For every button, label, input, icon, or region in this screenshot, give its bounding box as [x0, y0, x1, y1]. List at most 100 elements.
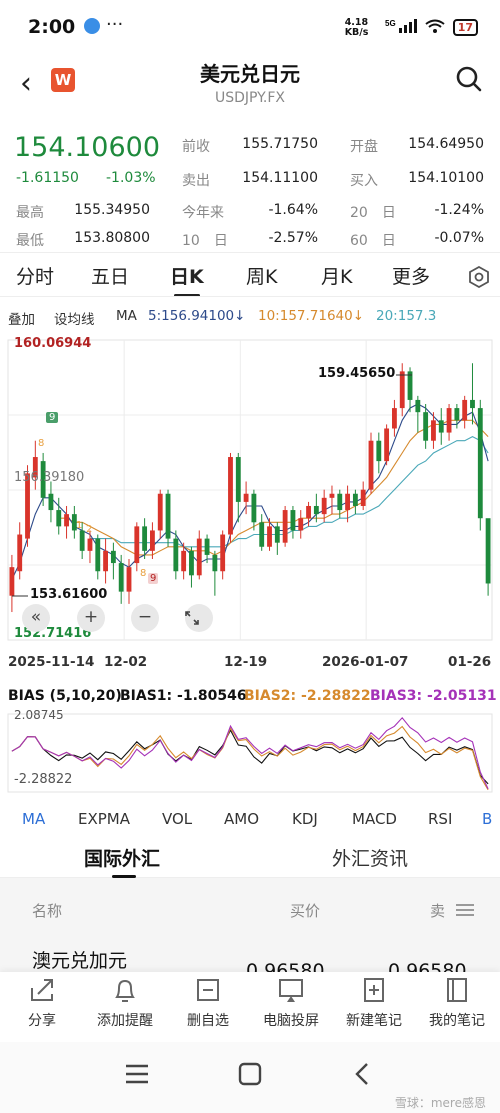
indicator-amo[interactable]: AMO — [224, 810, 260, 828]
screen-cast-button[interactable]: 电脑投屏 — [251, 976, 331, 1030]
col-buy-header: 买价 — [290, 902, 321, 920]
60d-value: -0.07% — [434, 230, 484, 246]
zoom-out-button[interactable]: − — [131, 604, 159, 632]
sell-label: 卖出 — [182, 173, 210, 189]
indicator-rsi[interactable]: RSI — [428, 810, 453, 828]
divider — [0, 296, 500, 297]
fullscreen-button[interactable] — [185, 604, 213, 632]
tab-intraday[interactable]: 分时 — [16, 266, 55, 288]
tab-five-day[interactable]: 五日 — [91, 266, 130, 288]
status-bar: 2:00 ··· 4.18 KB/s 5G 17 — [0, 0, 500, 56]
candle-body — [79, 530, 85, 551]
remove-watchlist-button[interactable]: 删自选 — [168, 976, 248, 1030]
screen-cast-icon — [279, 979, 303, 1002]
candle-body — [103, 550, 109, 572]
indicator-macd[interactable]: MACD — [352, 810, 397, 828]
candle-body — [71, 514, 77, 531]
share-icon — [31, 979, 53, 1001]
candle-body — [454, 408, 460, 421]
indicator-ma[interactable]: MA — [22, 810, 46, 828]
zoom-in-button[interactable]: + — [77, 604, 105, 632]
app-notification-icon — [84, 18, 100, 34]
indicator-boll[interactable]: B — [482, 810, 493, 828]
period-tabs: 分时 五日 日K 周K 月K 更多 — [0, 256, 500, 297]
candle-body — [32, 457, 38, 478]
overlay-button[interactable]: 叠加 — [8, 312, 35, 328]
20d-value: -1.24% — [434, 202, 484, 218]
candle-body — [462, 399, 468, 421]
candle-body — [17, 534, 23, 572]
indicator-tabs: MA EXPMA VOL AMO KDJ MACD RSI B — [0, 806, 500, 832]
new-note-button[interactable]: 新建笔记 — [334, 976, 414, 1030]
candle-body — [25, 473, 30, 539]
my-notes-button[interactable]: 我的笔记 — [417, 976, 497, 1030]
symbol-code: USDJPY.FX — [215, 90, 285, 106]
candle-body — [212, 554, 218, 572]
screen-cast-label: 电脑投屏 — [263, 1013, 319, 1029]
candlestick-chart[interactable]: 160.06944 152.71416 156.39180 159.45650 … — [0, 330, 500, 675]
new-note-icon — [364, 978, 384, 1002]
back-icon[interactable] — [354, 1062, 370, 1086]
home-icon[interactable] — [238, 1062, 262, 1086]
td-marker: 8 — [38, 438, 45, 449]
scroll-left-button[interactable]: « — [22, 604, 50, 632]
back-arrow-icon[interactable]: ‹ — [20, 66, 32, 101]
bias-frame — [7, 713, 493, 793]
system-nav-bar: 雪球：mere感恩 — [0, 1042, 500, 1113]
notebook-icon — [447, 978, 467, 1002]
menu-icon[interactable] — [126, 1064, 148, 1084]
candle-body — [142, 526, 148, 551]
low-value: 153.80800 — [74, 230, 150, 246]
candle-body — [64, 514, 69, 527]
indicator-vol[interactable]: VOL — [162, 810, 193, 828]
ma-legend: 叠加 设均线 MA 5:156.94100↓ 10:157.71640↓ 20:… — [0, 304, 500, 328]
list-menu-icon[interactable] — [456, 904, 474, 916]
signal-icon: 5G — [385, 19, 417, 36]
td-marker: 9 — [148, 573, 159, 584]
low-annotation: 153.61600 — [30, 587, 108, 602]
app-logo: W — [51, 68, 75, 92]
candle-body — [376, 440, 382, 462]
share-button[interactable]: 分享 — [2, 976, 82, 1030]
network-speed: 4.18 KB/s — [344, 17, 369, 38]
add-alert-button[interactable]: 添加提醒 — [85, 976, 165, 1030]
candle-body — [446, 408, 452, 433]
indicator-kdj[interactable]: KDJ — [292, 810, 318, 828]
candle-body — [157, 493, 163, 531]
bias-top-label: 2.08745 — [14, 708, 64, 722]
candle-body — [290, 510, 296, 531]
col-sell-header: 卖 — [430, 902, 446, 920]
remove-watchlist-label: 删自选 — [187, 1013, 229, 1029]
candle-body — [40, 461, 46, 498]
watermark: 雪球：mere感恩 — [394, 1096, 486, 1110]
tab-more[interactable]: 更多 — [392, 266, 431, 288]
candle-body — [345, 493, 351, 511]
candle-body — [282, 510, 288, 543]
settings-icon[interactable] — [468, 266, 490, 288]
search-icon[interactable] — [456, 66, 482, 92]
candle-body — [118, 563, 124, 592]
tab-intl-forex[interactable]: 国际外汇 — [84, 844, 160, 878]
tab-monthly-k[interactable]: 月K — [321, 266, 353, 288]
date-label: 12-19 — [224, 654, 268, 670]
candle-body — [321, 497, 327, 515]
candle-body — [267, 526, 272, 547]
indicator-expma[interactable]: EXPMA — [78, 810, 131, 828]
divider — [0, 252, 500, 253]
candle-body — [173, 538, 179, 572]
ytd-label: 今年来 — [182, 205, 224, 221]
prev-close-label: 前收 — [182, 139, 210, 155]
candle-body — [313, 505, 319, 515]
bias-chart[interactable]: 2.08745 -2.28822 — [0, 706, 500, 798]
candlestick-plot — [7, 339, 493, 641]
tab-weekly-k[interactable]: 周K — [246, 266, 278, 288]
candle-body — [423, 412, 429, 441]
tab-forex-news[interactable]: 外汇资讯 — [332, 848, 409, 870]
page-header: ‹ W 美元兑日元 USDJPY.FX — [0, 56, 500, 122]
candle-body — [477, 408, 483, 519]
set-ma-button[interactable]: 设均线 — [54, 312, 95, 328]
candle-body — [360, 489, 366, 506]
tab-daily-k[interactable]: 日K — [170, 262, 204, 297]
list-item[interactable]: 澳元兑加元 — [32, 950, 128, 972]
bias-plot — [7, 713, 493, 793]
